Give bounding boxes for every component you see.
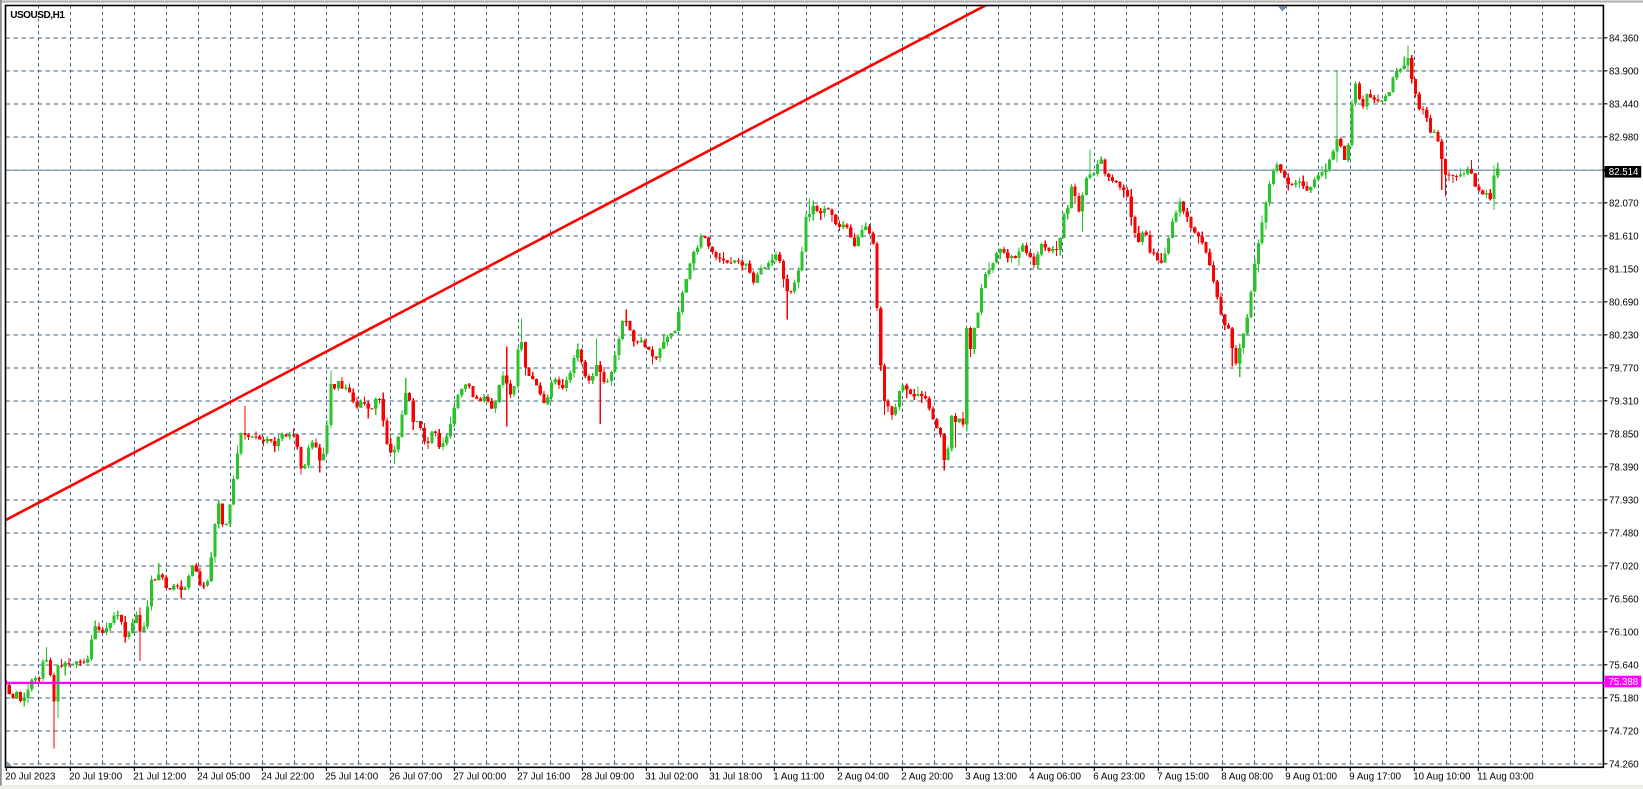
svg-text:7 Aug 15:00: 7 Aug 15:00 [1157,771,1209,782]
svg-text:81.150: 81.150 [1609,264,1639,275]
svg-text:4 Aug 06:00: 4 Aug 06:00 [1029,771,1081,782]
svg-text:75.388: 75.388 [1609,677,1639,688]
svg-text:2 Aug 04:00: 2 Aug 04:00 [837,771,889,782]
svg-text:8 Aug 08:00: 8 Aug 08:00 [1221,771,1273,782]
svg-text:82.514: 82.514 [1609,167,1639,178]
svg-text:74.260: 74.260 [1609,759,1639,770]
svg-text:24 Jul 22:00: 24 Jul 22:00 [261,771,314,782]
svg-text:75.640: 75.640 [1609,660,1639,671]
svg-text:78.390: 78.390 [1609,462,1639,473]
svg-text:28 Jul 09:00: 28 Jul 09:00 [581,771,634,782]
svg-text:76.560: 76.560 [1609,594,1639,605]
svg-text:20 Jul 19:00: 20 Jul 19:00 [69,771,122,782]
svg-text:21 Jul 12:00: 21 Jul 12:00 [133,771,186,782]
svg-text:31 Jul 18:00: 31 Jul 18:00 [709,771,762,782]
svg-text:25 Jul 14:00: 25 Jul 14:00 [325,771,378,782]
svg-text:27 Jul 16:00: 27 Jul 16:00 [517,771,570,782]
svg-text:11 Aug 03:00: 11 Aug 03:00 [1477,771,1534,782]
svg-text:9 Aug 01:00: 9 Aug 01:00 [1285,771,1337,782]
svg-text:1 Aug 11:00: 1 Aug 11:00 [773,771,825,782]
svg-text:9 Aug 17:00: 9 Aug 17:00 [1349,771,1401,782]
svg-text:27 Jul 00:00: 27 Jul 00:00 [453,771,506,782]
svg-text:74.720: 74.720 [1609,726,1639,737]
svg-text:6 Aug 23:00: 6 Aug 23:00 [1093,771,1145,782]
svg-text:76.100: 76.100 [1609,627,1639,638]
svg-text:81.610: 81.610 [1609,231,1639,242]
svg-text:20 Jul 2023: 20 Jul 2023 [5,771,55,782]
svg-text:83.900: 83.900 [1609,66,1639,77]
svg-text:75.180: 75.180 [1609,693,1639,704]
svg-text:31 Jul 02:00: 31 Jul 02:00 [645,771,698,782]
svg-text:82.070: 82.070 [1609,198,1639,209]
svg-text:83.440: 83.440 [1609,99,1639,110]
svg-text:79.310: 79.310 [1609,396,1639,407]
svg-text:USOUSD,H1: USOUSD,H1 [10,10,65,21]
svg-text:77.020: 77.020 [1609,561,1639,572]
svg-text:82.980: 82.980 [1609,132,1639,143]
svg-text:79.770: 79.770 [1609,363,1639,374]
svg-text:77.930: 77.930 [1609,495,1639,506]
svg-text:24 Jul 05:00: 24 Jul 05:00 [197,771,250,782]
svg-text:84.360: 84.360 [1609,33,1639,44]
svg-text:3 Aug 13:00: 3 Aug 13:00 [965,771,1017,782]
svg-text:26 Jul 07:00: 26 Jul 07:00 [389,771,442,782]
svg-text:2 Aug 20:00: 2 Aug 20:00 [901,771,953,782]
svg-text:80.230: 80.230 [1609,330,1639,341]
svg-text:10 Aug 10:00: 10 Aug 10:00 [1413,771,1471,782]
svg-text:78.850: 78.850 [1609,429,1639,440]
svg-text:80.690: 80.690 [1609,297,1639,308]
svg-text:77.480: 77.480 [1609,528,1639,539]
